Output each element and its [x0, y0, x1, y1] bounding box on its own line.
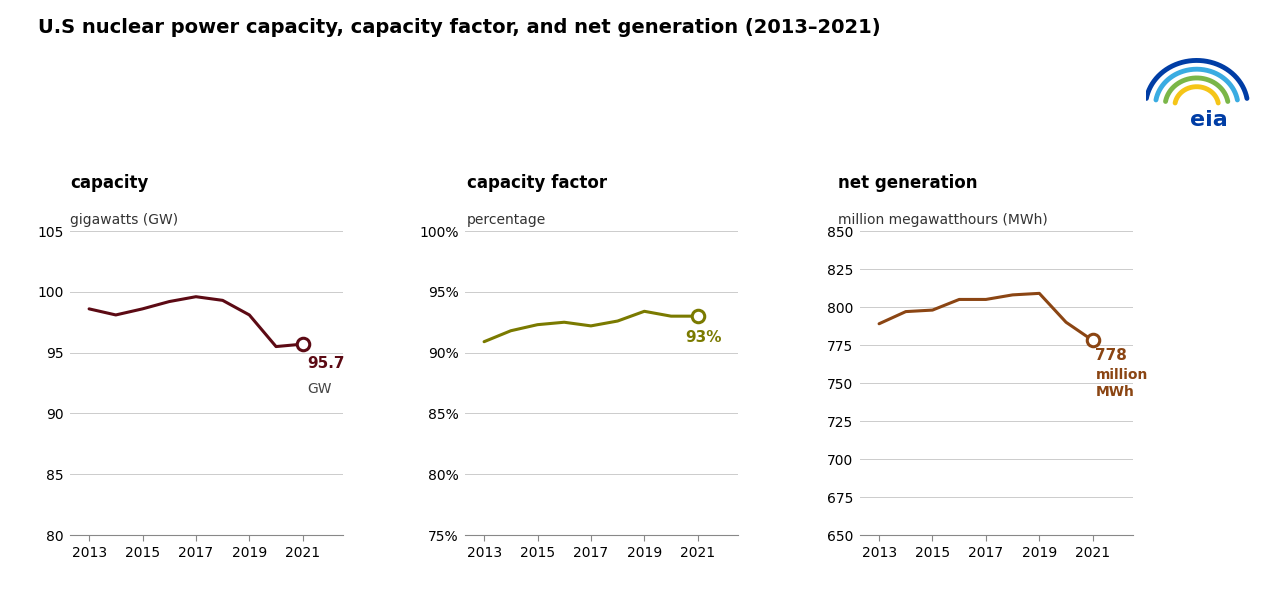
Text: 93%: 93% [686, 330, 722, 345]
Text: million megawatthours (MWh): million megawatthours (MWh) [838, 213, 1048, 227]
Text: capacity factor: capacity factor [467, 173, 607, 192]
Text: GW: GW [307, 382, 332, 396]
Text: gigawatts (GW): gigawatts (GW) [70, 213, 178, 227]
Text: capacity: capacity [70, 173, 148, 192]
Text: percentage: percentage [467, 213, 547, 227]
Text: 95.7: 95.7 [307, 356, 344, 371]
Text: net generation: net generation [838, 173, 978, 192]
Text: million
MWh: million MWh [1096, 368, 1148, 399]
Text: eia: eia [1190, 109, 1228, 130]
Text: U.S nuclear power capacity, capacity factor, and net generation (2013–2021): U.S nuclear power capacity, capacity fac… [38, 18, 881, 37]
Text: 778: 778 [1096, 348, 1128, 363]
